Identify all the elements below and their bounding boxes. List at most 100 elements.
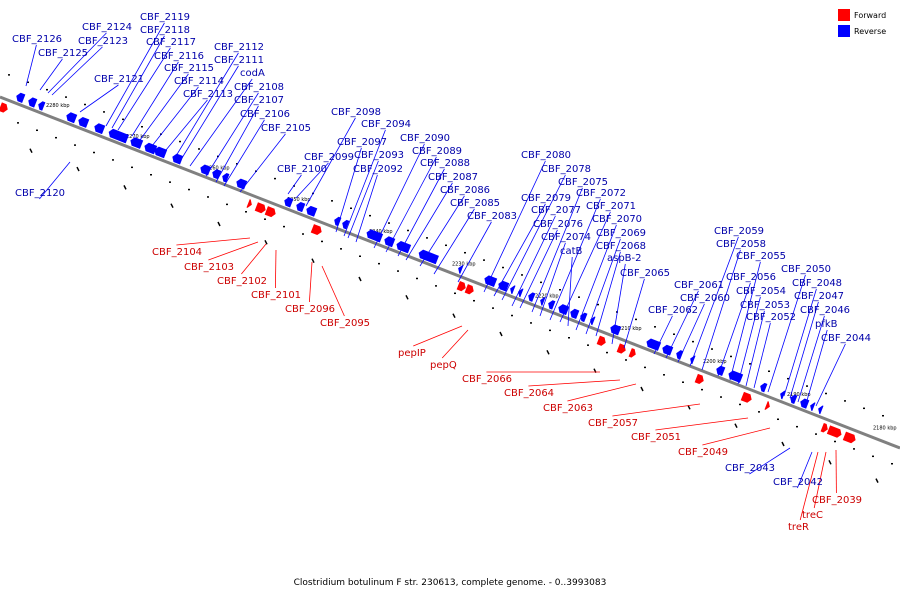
backbone-dot [388,222,390,224]
reverse-gene-arrow [342,219,350,230]
backbone-dot [825,392,827,395]
backbone-dot [454,292,456,295]
backbone-dot [711,348,713,350]
reverse-gene-label: CBF_2108 [234,82,284,93]
reverse-gene-arrow [646,338,662,351]
reverse-gene-leader [205,92,259,177]
kbp-tick-label: 2250 kbp [287,197,311,203]
backbone-dash [217,221,221,227]
reverse-gene-leader [511,215,556,307]
forward-gene-label: CBF_2051 [631,432,681,443]
forward-gene-label: pepIP [398,348,426,359]
reverse-gene-label: CBF_2119 [140,12,190,23]
reverse-gene-arrow [144,142,158,155]
backbone-dot [416,277,418,280]
forward-gene-leader [655,417,749,431]
backbone-dot [682,381,684,383]
backbone-dot [863,407,865,410]
reverse-gene-label: CBF_2050 [781,264,831,275]
reverse-gene-arrow [296,201,306,213]
reverse-gene-arrow [760,382,768,393]
reverse-gene-label: CBF_2124 [82,22,132,33]
backbone-dot [131,166,133,169]
backbone-dash [405,295,409,300]
reverse-gene-label: CBF_2052 [746,312,796,323]
reverse-gene-label: CBF_2077 [531,205,581,216]
reverse-gene-leader [729,261,761,381]
backbone-dash [734,423,738,428]
reverse-gene-label: CBF_2093 [354,150,404,161]
forward-gene-leader [567,383,637,402]
reverse-gene-label: CBF_2113 [183,89,233,100]
forward-gene-arrow [820,422,828,433]
kbp-tick-label: 2270 kbp [126,134,150,140]
backbone-dot [635,318,637,321]
reverse-gene-leader [405,182,453,261]
backbone-dot [93,151,95,154]
backbone-dot [587,344,589,346]
reverse-gene-leader [335,147,362,233]
kbp-tick-label: 2190 kbp [787,392,811,398]
backbone-dot [27,81,29,84]
backbone-dot [245,211,247,213]
backbone-dot [122,118,124,121]
reverse-gene-leader [287,174,302,195]
reverse-gene-arrow [66,112,78,124]
reverse-gene-label: CBF_2054 [736,286,786,297]
backbone-dot [426,237,428,239]
backbone-dash [875,478,879,483]
reverse-gene-leader [783,288,817,397]
forward-gene-arrow [740,391,752,403]
reverse-gene-label: CBF_2055 [736,251,786,262]
backbone-dot [17,122,19,124]
forward-gene-leader [275,249,277,289]
backbone-dot [473,299,475,302]
reverse-gene-label: CBF_2116 [154,51,204,62]
gene-labels: CBF_2126 CBF_2125 CBF_2124 CBF_2123 CBF_2121… [12,12,871,533]
reverse-gene-label: CBF_2087 [428,172,478,183]
forward-gene-arrow [464,284,474,295]
reverse-gene-leader [343,129,386,237]
forward-gene-leader [441,329,469,359]
reverse-gene-label: CBF_2090 [400,133,450,144]
backbone-dot [891,462,893,465]
reverse-gene-arrow [676,350,684,360]
backbone-dot [606,351,608,354]
forward-gene-leader [176,237,251,246]
reverse-gene-label: CBF_2112 [214,42,264,53]
reverse-gene-label: CBF_2094 [361,119,411,130]
reverse-gene-leader [805,329,828,405]
forward-gene-label: treC [802,510,823,521]
reverse-gene-label: CBF_2075 [558,177,608,188]
reverse-gene-label: CBF_2058 [716,239,766,250]
backbone-dot [768,370,770,373]
genome-backbone [0,95,900,450]
reverse-gene-leader [717,282,751,377]
backbone-dot [141,125,143,128]
backbone-dot [654,326,656,328]
reverse-gene-arrow [222,173,230,183]
backbone-dash [170,203,174,209]
forward-gene-arrow [764,401,770,410]
reverse-gene-arrow [16,92,26,103]
reverse-gene-leader [165,99,208,151]
backbone-dot [350,207,352,209]
reverse-gene-label: codA [240,68,265,79]
reverse-gene-label: CBF_2080 [521,150,571,161]
reverse-gene-arrow [528,292,536,302]
backbone-dot [739,403,741,406]
backbone-dot [435,285,437,287]
reverse-gene-label: catB [560,246,583,257]
forward-gene-label: CBF_2096 [285,304,335,315]
forward-gene-leader [413,325,463,347]
forward-swatch [838,9,850,21]
backbone-dot [264,218,266,220]
reverse-gene-leader [737,296,761,385]
forward-gene-label: CBF_2039 [812,495,862,506]
legend: Forward Reverse [838,8,886,40]
reverse-gene-label: CBF_2053 [740,300,790,311]
forward-gene-arrow [826,425,842,438]
reverse-gene-leader [789,301,819,399]
reverse-gene-arrow [548,300,556,310]
